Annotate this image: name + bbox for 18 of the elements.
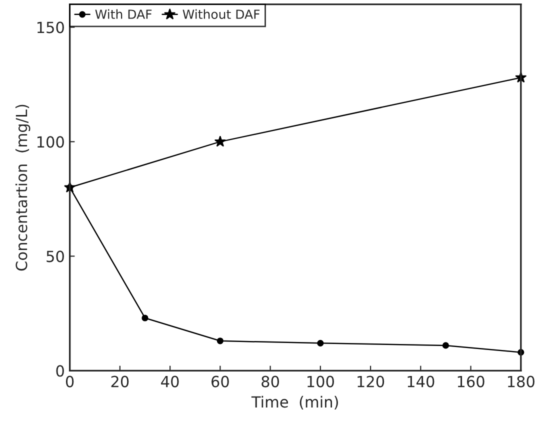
- y-axis-title: Concentartion (mg/L): [15, 104, 30, 271]
- x-tick-label: 100: [308, 376, 334, 388]
- y-tick-label: 50: [46, 250, 64, 262]
- y-tick-label: 0: [56, 365, 64, 377]
- x-tick-label: 0: [66, 376, 74, 388]
- x-tick-label: 40: [161, 376, 179, 388]
- y-tick-label: 100: [37, 136, 64, 148]
- x-tick-label: 20: [111, 376, 129, 388]
- x-tick-label: 80: [262, 376, 279, 388]
- x-axis-title: Time (min): [251, 396, 338, 410]
- legend-label: With DAF: [95, 9, 152, 19]
- x-tick-label: 60: [212, 376, 229, 388]
- y-tick-label: 150: [37, 22, 64, 34]
- legend-label: Without DAF: [182, 9, 260, 19]
- x-tick-label: 120: [358, 376, 384, 388]
- x-tick-label: 180: [508, 376, 534, 388]
- x-tick-label: 160: [458, 376, 484, 388]
- x-tick-label: 140: [408, 376, 434, 388]
